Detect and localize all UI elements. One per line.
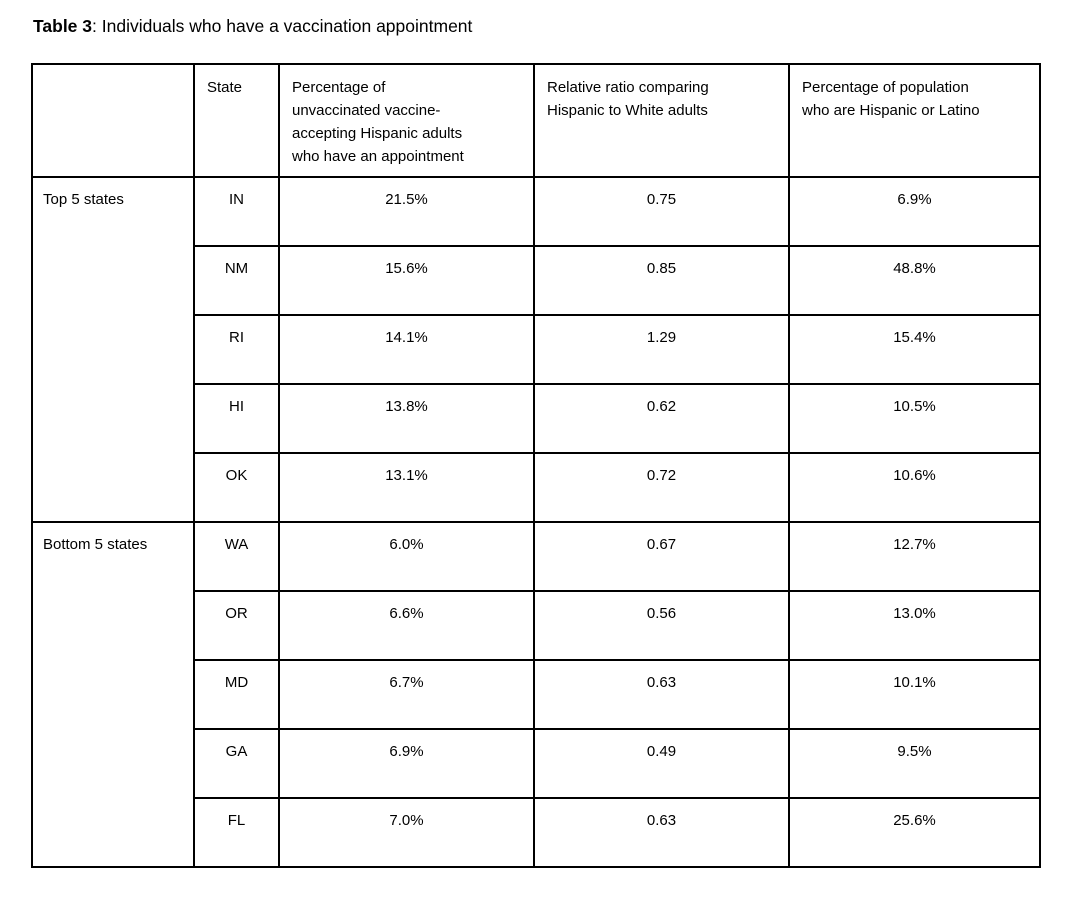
pct-appointment-cell: 7.0% (278, 797, 535, 868)
group-label-top-5-states: Top 5 states (31, 176, 195, 523)
pct-hispanic-cell: 25.6% (788, 797, 1041, 868)
header-relative-ratio: Relative ratio comparing Hispanic to Whi… (533, 63, 790, 178)
pct-appointment-cell: 6.0% (278, 521, 535, 592)
pct-hispanic-cell: 10.6% (788, 452, 1041, 523)
table-title-text: : Individuals who have a vaccination app… (92, 16, 473, 36)
state-cell: OR (193, 590, 280, 661)
pct-appointment-cell: 14.1% (278, 314, 535, 385)
header-pct-hispanic-population: Percentage of population who are Hispani… (788, 63, 1041, 178)
header-group-empty (31, 63, 195, 178)
relative-ratio-cell: 0.49 (533, 728, 790, 799)
pct-hispanic-cell: 48.8% (788, 245, 1041, 316)
table-row: NM 15.6% 0.85 48.8% (32, 245, 1041, 316)
vaccination-appointment-table: State Percentage of unvaccinated vaccine… (31, 63, 1041, 868)
table-row: GA 6.9% 0.49 9.5% (32, 728, 1041, 799)
table-row: OR 6.6% 0.56 13.0% (32, 590, 1041, 661)
pct-hispanic-cell: 15.4% (788, 314, 1041, 385)
relative-ratio-cell: 0.85 (533, 245, 790, 316)
relative-ratio-cell: 0.63 (533, 797, 790, 868)
group-label-bottom-5-states: Bottom 5 states (31, 521, 195, 868)
pct-appointment-cell: 13.1% (278, 452, 535, 523)
state-cell: MD (193, 659, 280, 730)
pct-appointment-cell: 6.9% (278, 728, 535, 799)
pct-hispanic-cell: 6.9% (788, 176, 1041, 247)
relative-ratio-cell: 0.63 (533, 659, 790, 730)
pct-hispanic-cell: 13.0% (788, 590, 1041, 661)
pct-hispanic-cell: 12.7% (788, 521, 1041, 592)
state-cell: OK (193, 452, 280, 523)
table-row: HI 13.8% 0.62 10.5% (32, 383, 1041, 454)
table-row: RI 14.1% 1.29 15.4% (32, 314, 1041, 385)
pct-hispanic-cell: 10.1% (788, 659, 1041, 730)
pct-hispanic-cell: 10.5% (788, 383, 1041, 454)
table-row: Bottom 5 states WA 6.0% 0.67 12.7% (31, 521, 1041, 868)
relative-ratio-cell: 0.72 (533, 452, 790, 523)
relative-ratio-cell: 1.29 (533, 314, 790, 385)
relative-ratio-cell: 0.67 (533, 521, 790, 592)
relative-ratio-cell: 0.62 (533, 383, 790, 454)
pct-hispanic-cell: 9.5% (788, 728, 1041, 799)
state-cell: HI (193, 383, 280, 454)
header-state: State (193, 63, 280, 178)
pct-appointment-cell: 13.8% (278, 383, 535, 454)
state-cell: FL (193, 797, 280, 868)
table-row: FL 7.0% 0.63 25.6% (32, 797, 1041, 868)
state-cell: RI (193, 314, 280, 385)
table-row: MD 6.7% 0.63 10.1% (32, 659, 1041, 730)
pct-appointment-cell: 21.5% (278, 176, 535, 247)
state-cell: NM (193, 245, 280, 316)
state-cell: IN (193, 176, 280, 247)
relative-ratio-cell: 0.56 (533, 590, 790, 661)
table-title-number: Table 3 (33, 16, 93, 36)
state-cell: GA (193, 728, 280, 799)
pct-appointment-cell: 6.6% (278, 590, 535, 661)
table-title: Table 3: Individuals who have a vaccinat… (33, 14, 1072, 38)
table-row: OK 13.1% 0.72 10.6% (32, 452, 1041, 523)
header-pct-appointment: Percentage of unvaccinated vaccine- acce… (278, 63, 535, 178)
pct-appointment-cell: 15.6% (278, 245, 535, 316)
table-row: Top 5 states IN 21.5% 0.75 6.9% (31, 176, 1041, 523)
header-row: State Percentage of unvaccinated vaccine… (31, 63, 1041, 178)
relative-ratio-cell: 0.75 (533, 176, 790, 247)
pct-appointment-cell: 6.7% (278, 659, 535, 730)
state-cell: WA (193, 521, 280, 592)
